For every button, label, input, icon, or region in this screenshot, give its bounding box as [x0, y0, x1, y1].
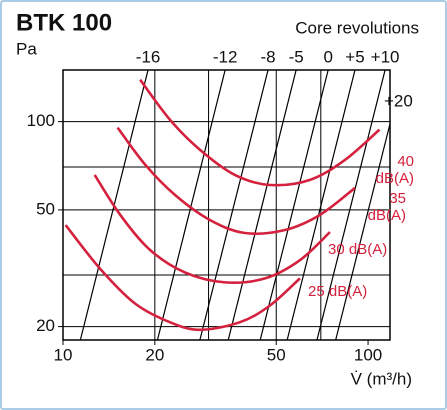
- x-tick-label: 50: [267, 345, 286, 364]
- lines-title: Core revolutions: [295, 18, 419, 37]
- x-axis-label: V̇ (m³/h): [351, 369, 412, 388]
- speed-line: [227, 70, 297, 340]
- x-tick-label: 100: [354, 345, 382, 364]
- x-tick-label: 20: [145, 345, 164, 364]
- chart-title: BTK 100: [16, 9, 112, 36]
- y-axis-label: Pa: [16, 39, 37, 58]
- speed-line-label: +10: [371, 47, 400, 66]
- curve-label: 40 dB(A): [375, 153, 414, 187]
- speed-line-label: +20: [384, 91, 413, 110]
- noise-curve: [93, 174, 331, 284]
- speed-line-label: 0: [323, 47, 332, 66]
- speed-line: [259, 70, 329, 340]
- speed-line: [286, 70, 356, 340]
- noise-curve: [64, 224, 301, 332]
- speed-line: [199, 70, 269, 340]
- speed-line-label: -16: [136, 47, 161, 66]
- y-tick-label: 100: [27, 111, 55, 130]
- speed-line-label: -12: [213, 47, 238, 66]
- speed-line: [316, 70, 386, 340]
- y-tick-label: 50: [36, 199, 55, 218]
- y-tick-label: 20: [36, 316, 55, 335]
- noise-curve: [139, 78, 381, 187]
- noise-curves: [64, 78, 381, 332]
- noise-curve: [116, 126, 356, 235]
- curve-label: 25 dB(A): [308, 283, 368, 300]
- speed-line: [156, 70, 226, 340]
- speed-line-label: -5: [289, 47, 304, 66]
- speed-line: [335, 121, 390, 340]
- speed-line-label: -8: [260, 47, 275, 66]
- curve-label: 30 dB(A): [328, 241, 388, 258]
- curve-label: 35 dB(A): [367, 190, 406, 224]
- speed-line-label: +5: [345, 47, 364, 66]
- speed-lines: [79, 70, 390, 340]
- x-tick-label: 10: [54, 345, 73, 364]
- plot-frame: [62, 69, 391, 341]
